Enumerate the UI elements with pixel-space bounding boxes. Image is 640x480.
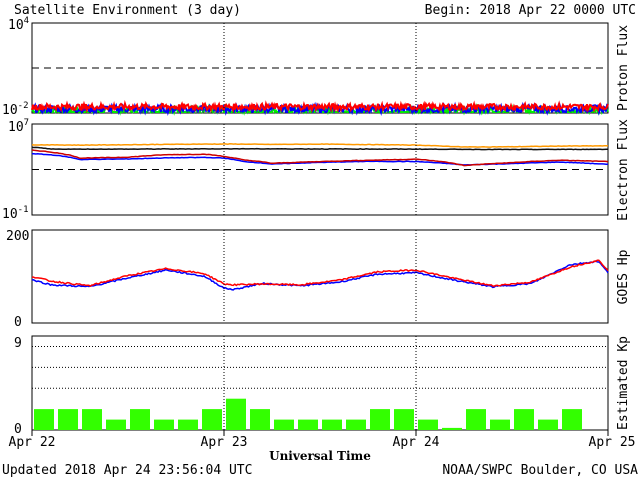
proton-series-1 — [31, 99, 609, 114]
xtick-apr-22: Apr 22 — [9, 435, 56, 450]
x-axis: Apr 22 Apr 23 Apr 24 Apr 25 Universal Ti… — [9, 430, 636, 463]
electron-ylabel: Electron Flux — [616, 119, 631, 221]
xtick-apr-24: Apr 24 — [393, 435, 440, 450]
hp-ytick-bottom: 0 — [14, 315, 22, 330]
kp-bar-8 — [202, 409, 222, 430]
hp-ytick-top: 200 — [6, 229, 29, 244]
kp-bar-20 — [490, 419, 510, 430]
kp-bar-16 — [394, 409, 414, 430]
kp-bar-19 — [466, 409, 486, 430]
credit-text: NOAA/SWPC Boulder, CO USA — [442, 463, 638, 478]
kp-bar-14 — [346, 419, 366, 430]
electron-ytick-top: 107 — [8, 118, 29, 135]
kp-bar-12 — [298, 419, 318, 430]
hp-series-1 — [31, 260, 609, 291]
electron-series-2 — [32, 152, 609, 166]
kp-bar-7 — [178, 419, 198, 430]
hp-ylabel: GOES Hp — [616, 249, 631, 304]
kp-bar-18 — [442, 427, 462, 430]
electron-series-1 — [31, 143, 609, 148]
xtick-apr-25: Apr 25 — [589, 435, 636, 450]
kp-bar-21 — [514, 409, 534, 430]
kp-panel: 9 0 Estimated Kp — [14, 335, 631, 437]
updated-timestamp: Updated 2018 Apr 24 23:56:04 UTC — [2, 463, 252, 478]
proton-flux-panel: 104 10-2 Proton Flux — [2, 16, 631, 118]
kp-bar-3 — [82, 409, 102, 430]
kp-bar-6 — [154, 419, 174, 430]
goes-hp-panel: 200 0 GOES Hp — [6, 229, 631, 330]
electron-series-4 — [31, 146, 609, 151]
xtick-apr-23: Apr 23 — [201, 435, 248, 450]
kp-bar-4 — [106, 419, 126, 430]
proton-ytick-bottom: 10-2 — [2, 101, 29, 118]
x-axis-label: Universal Time — [269, 449, 371, 463]
proton-ylabel: Proton Flux — [616, 25, 631, 111]
kp-bar-9 — [226, 398, 246, 430]
kp-bar-11 — [274, 419, 294, 430]
begin-time: Begin: 2018 Apr 22 0000 UTC — [425, 3, 636, 18]
electron-flux-panel: 107 10-1 Electron Flux — [2, 118, 631, 222]
kp-ytick-bottom: 0 — [14, 422, 22, 437]
kp-ytick-top: 9 — [14, 336, 22, 351]
kp-bar-1 — [34, 409, 54, 430]
electron-ytick-bottom: 10-1 — [2, 205, 29, 222]
kp-bar-17 — [418, 419, 438, 430]
kp-bar-10 — [250, 409, 270, 430]
kp-bar-15 — [370, 409, 390, 430]
kp-bar-5 — [130, 409, 150, 430]
chart-title: Satellite Environment (3 day) — [14, 3, 241, 18]
electron-series-3 — [31, 149, 609, 167]
kp-bar-23 — [562, 409, 582, 430]
proton-ytick-top: 104 — [8, 16, 29, 33]
kp-bar-2 — [58, 409, 78, 430]
kp-ylabel: Estimated Kp — [616, 336, 631, 430]
kp-bar-22 — [538, 419, 558, 430]
hp-series-2 — [32, 259, 609, 287]
kp-bar-13 — [322, 419, 342, 430]
proton-series-2 — [31, 101, 609, 116]
